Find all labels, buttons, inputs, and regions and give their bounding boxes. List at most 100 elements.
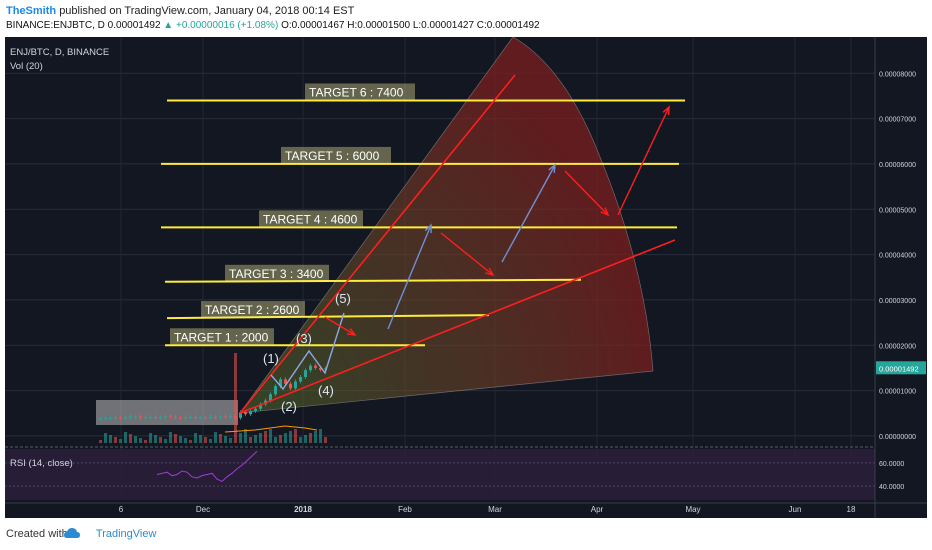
author-link[interactable]: TheSmith — [6, 5, 57, 17]
candle-body — [184, 417, 187, 419]
candle-body — [159, 417, 162, 419]
volume-bar — [229, 438, 232, 443]
time-tick-label: Feb — [398, 505, 412, 514]
volume-bar — [119, 439, 122, 443]
price-tick-label: 0.00008000 — [879, 71, 916, 78]
candle-body — [139, 416, 142, 418]
volume-bar — [309, 433, 312, 443]
price-tick-label: 0.00002000 — [879, 343, 916, 350]
time-tick-label: Dec — [196, 505, 210, 514]
target-label: TARGET 1 : 2000 — [174, 330, 269, 344]
volume-bar — [289, 431, 292, 443]
price-tick-label: 0.00000000 — [879, 434, 916, 441]
volume-bar — [114, 437, 117, 443]
target-label-bg — [259, 210, 363, 227]
trend-lines — [239, 74, 676, 414]
volume-bars — [99, 353, 327, 443]
candle-body — [144, 417, 147, 419]
wave-up-arrow — [387, 224, 432, 330]
published-text: published on TradingView.com, January 04… — [59, 5, 355, 17]
candle-body — [194, 416, 197, 418]
volume-bar — [314, 431, 317, 443]
volume-bar — [254, 435, 257, 443]
legend-volume: Vol (20) — [10, 61, 43, 72]
price-chart[interactable]: TARGET 1 : 2000 TARGET 2 : 2600 TARGET 3 :… — [5, 37, 927, 518]
volume-bar — [164, 439, 167, 443]
time-tick-label: 18 — [847, 505, 856, 514]
wave-label: (2) — [281, 399, 297, 414]
candle-body — [259, 404, 262, 409]
legend-symbol: ENJ/BTC, D, BINANCE — [10, 47, 109, 58]
volume-bar — [214, 432, 217, 443]
candle-body — [99, 418, 102, 420]
candle-body — [169, 416, 172, 418]
price-tick-label: 0.00007000 — [879, 117, 916, 124]
volume-bar — [279, 435, 282, 443]
candle-body — [204, 417, 207, 419]
price-tick-label: 0.00001000 — [879, 389, 916, 396]
symbol-line: BINANCE:ENJBTC, D 0.00001492 — [6, 20, 161, 31]
candle-body — [199, 417, 202, 419]
target-line — [166, 314, 490, 320]
target-label: TARGET 6 : 7400 — [309, 85, 404, 99]
time-tick-label: Jun — [789, 505, 802, 514]
candle-body — [174, 416, 177, 418]
volume-ma-line — [224, 425, 318, 433]
correction-arrow — [440, 232, 494, 276]
volume-bar — [209, 439, 212, 443]
rsi-tick-label: 40.0000 — [879, 484, 904, 491]
volume-bar — [184, 438, 187, 443]
candle-body — [234, 415, 237, 418]
target-label-bg — [225, 264, 329, 281]
volume-bar — [204, 437, 207, 443]
volume-bar — [264, 431, 267, 443]
volume-bar — [259, 433, 262, 443]
correction-arrow-head — [346, 328, 357, 336]
volume-bar — [199, 435, 202, 443]
price-tick-label: 0.00004000 — [879, 253, 916, 260]
candle-body — [244, 412, 247, 415]
price-tick-label: 0.00003000 — [879, 298, 916, 305]
lower-trend-line — [239, 239, 676, 414]
wave-up-arrow — [501, 164, 556, 263]
price-tick-label: 0.00005000 — [879, 207, 916, 214]
volume-bar — [189, 440, 192, 443]
candle-body — [154, 416, 157, 418]
candle-body — [134, 416, 137, 418]
axes: 0.00008000 0.00007000 0.00006000 0.00005000… — [5, 37, 927, 518]
price-candles — [99, 363, 327, 421]
candle-body — [299, 377, 302, 382]
volume-bar — [159, 437, 162, 443]
target-label: TARGET 3 : 3400 — [229, 267, 324, 281]
rsi-line — [156, 450, 258, 483]
time-tick-label: Mar — [488, 505, 502, 514]
volume-bar — [169, 432, 172, 443]
correction-arrow — [564, 170, 609, 216]
volume-bar — [134, 436, 137, 443]
candle-body — [304, 370, 307, 377]
footer: Created with TradingView — [0, 518, 932, 550]
candle-body — [219, 416, 222, 418]
volume-bar — [194, 433, 197, 443]
tradingview-link[interactable]: TradingView — [95, 528, 157, 540]
target-label-bg — [201, 301, 305, 318]
fan-sector — [239, 37, 654, 414]
last-price-label: 0.00001492 — [879, 364, 919, 373]
volume-bar — [244, 429, 247, 443]
candle-body — [229, 415, 232, 417]
target-label-bg — [281, 146, 391, 163]
projection-arrows — [324, 105, 670, 336]
candle-body — [239, 412, 242, 418]
volume-bar — [239, 433, 242, 443]
volume-bar — [319, 429, 322, 443]
wave-label: (1) — [263, 351, 279, 366]
volume-bar — [109, 435, 112, 443]
rsi-panel — [5, 449, 875, 500]
consolidation-box — [96, 400, 238, 425]
candle-body — [224, 416, 227, 418]
volume-bar — [294, 429, 297, 443]
candle-body — [314, 365, 317, 368]
target-label: TARGET 2 : 2600 — [205, 303, 300, 317]
candle-body — [129, 416, 132, 418]
volume-bar — [149, 433, 152, 443]
